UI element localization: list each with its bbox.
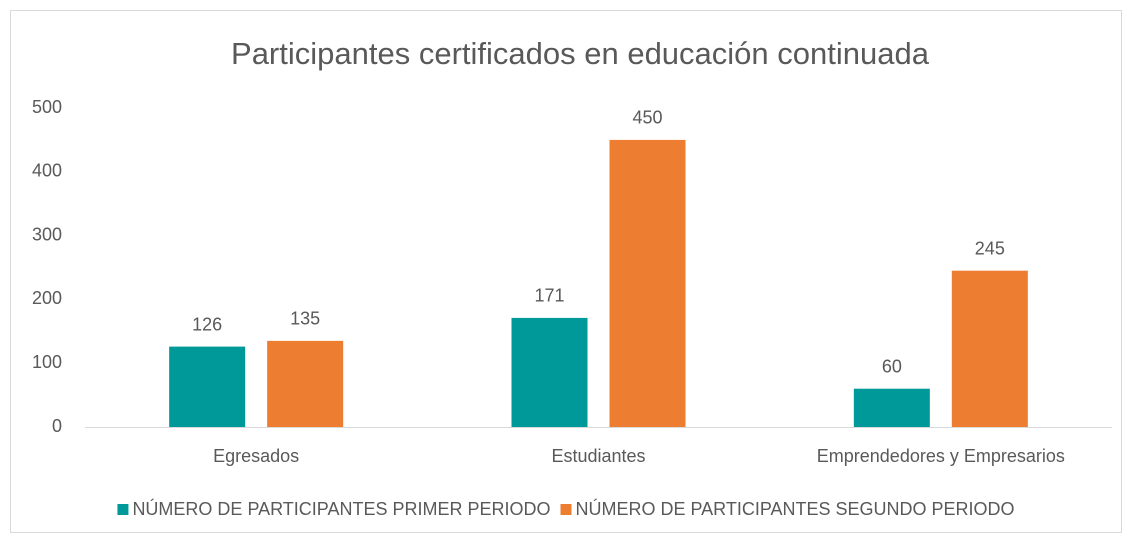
- bar: [951, 270, 1028, 427]
- data-label: 450: [632, 108, 662, 128]
- y-tick-label: 0: [52, 416, 62, 436]
- bar: [609, 139, 686, 427]
- x-tick-label: Estudiantes: [551, 446, 645, 466]
- data-label: 126: [192, 314, 222, 334]
- legend-swatch: [117, 504, 129, 515]
- bar: [169, 346, 246, 427]
- data-label: 245: [975, 238, 1005, 258]
- y-tick-label: 400: [32, 161, 62, 181]
- y-tick-label: 200: [32, 288, 62, 308]
- data-label: 135: [290, 309, 320, 329]
- data-label: 171: [534, 286, 564, 306]
- bar: [511, 317, 588, 427]
- y-tick-label: 100: [32, 352, 62, 372]
- data-label: 60: [882, 356, 902, 376]
- legend-label: NÚMERO DE PARTICIPANTES PRIMER PERIODO: [132, 498, 550, 519]
- x-tick-label: Emprendedores y Empresarios: [817, 446, 1065, 466]
- bar: [267, 340, 344, 427]
- y-tick-label: 300: [32, 224, 62, 244]
- legend-label: NÚMERO DE PARTICIPANTES SEGUNDO PERIODO: [576, 498, 1015, 519]
- chart-border: [10, 10, 1122, 533]
- chart-title: Participantes certificados en educación …: [231, 36, 930, 71]
- y-tick-label: 500: [32, 97, 62, 117]
- legend-swatch: [560, 504, 572, 515]
- x-tick-label: Egresados: [213, 446, 299, 466]
- bar: [853, 388, 930, 427]
